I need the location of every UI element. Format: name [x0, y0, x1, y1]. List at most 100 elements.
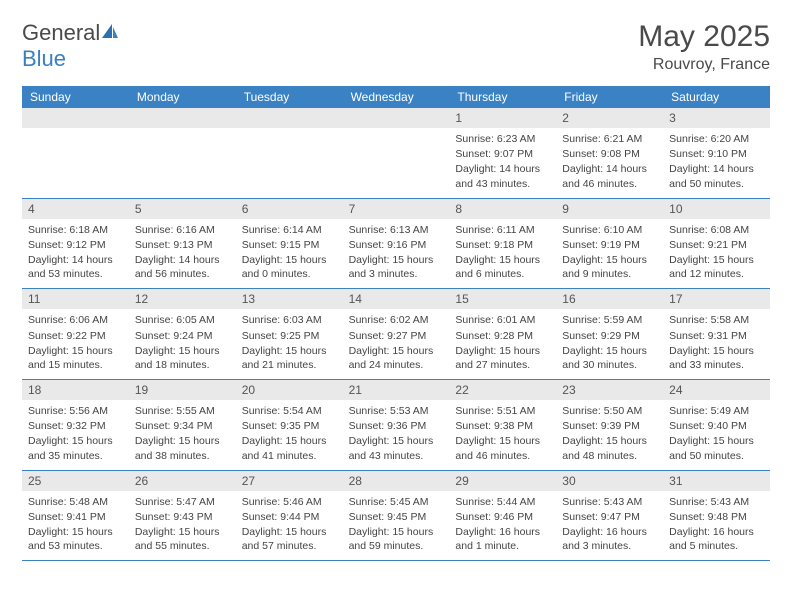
- day-cell: 18Sunrise: 5:56 AMSunset: 9:32 PMDayligh…: [22, 380, 129, 471]
- day-body: Sunrise: 5:50 AMSunset: 9:39 PMDaylight:…: [556, 400, 663, 470]
- daylight-line: Daylight: 15 hours and 48 minutes.: [562, 434, 657, 462]
- daylight-line: Daylight: 15 hours and 59 minutes.: [349, 525, 444, 553]
- day-cell: 13Sunrise: 6:03 AMSunset: 9:25 PMDayligh…: [236, 289, 343, 380]
- daylight-line: Daylight: 15 hours and 3 minutes.: [349, 253, 444, 281]
- day-number: 17: [663, 289, 770, 309]
- daylight-line: Daylight: 14 hours and 56 minutes.: [135, 253, 230, 281]
- sunset-line: Sunset: 9:18 PM: [455, 238, 550, 252]
- daylight-line: Daylight: 15 hours and 18 minutes.: [135, 344, 230, 372]
- day-number: 30: [556, 471, 663, 491]
- sunset-line: Sunset: 9:36 PM: [349, 419, 444, 433]
- sunrise-line: Sunrise: 5:51 AM: [455, 404, 550, 418]
- day-number: 11: [22, 289, 129, 309]
- sunrise-line: Sunrise: 6:13 AM: [349, 223, 444, 237]
- day-cell: 14Sunrise: 6:02 AMSunset: 9:27 PMDayligh…: [343, 289, 450, 380]
- sunrise-line: Sunrise: 5:48 AM: [28, 495, 123, 509]
- day-body: Sunrise: 5:44 AMSunset: 9:46 PMDaylight:…: [449, 491, 556, 561]
- day-body: Sunrise: 5:55 AMSunset: 9:34 PMDaylight:…: [129, 400, 236, 470]
- daylight-line: Daylight: 15 hours and 35 minutes.: [28, 434, 123, 462]
- day-cell: 9Sunrise: 6:10 AMSunset: 9:19 PMDaylight…: [556, 199, 663, 290]
- sunrise-line: Sunrise: 6:01 AM: [455, 313, 550, 327]
- day-cell: 5Sunrise: 6:16 AMSunset: 9:13 PMDaylight…: [129, 199, 236, 290]
- day-cell: 30Sunrise: 5:43 AMSunset: 9:47 PMDayligh…: [556, 471, 663, 562]
- daylight-line: Daylight: 16 hours and 1 minute.: [455, 525, 550, 553]
- daylight-line: Daylight: 15 hours and 21 minutes.: [242, 344, 337, 372]
- sunrise-line: Sunrise: 6:21 AM: [562, 132, 657, 146]
- daylight-line: Daylight: 15 hours and 46 minutes.: [455, 434, 550, 462]
- day-number: 26: [129, 471, 236, 491]
- day-cell: 1Sunrise: 6:23 AMSunset: 9:07 PMDaylight…: [449, 108, 556, 199]
- sunrise-line: Sunrise: 6:06 AM: [28, 313, 123, 327]
- sunset-line: Sunset: 9:07 PM: [455, 147, 550, 161]
- day-cell: 25Sunrise: 5:48 AMSunset: 9:41 PMDayligh…: [22, 471, 129, 562]
- title-block: May 2025 Rouvroy, France: [638, 20, 770, 74]
- day-number: 7: [343, 199, 450, 219]
- day-cell: 21Sunrise: 5:53 AMSunset: 9:36 PMDayligh…: [343, 380, 450, 471]
- day-cell: 20Sunrise: 5:54 AMSunset: 9:35 PMDayligh…: [236, 380, 343, 471]
- sunset-line: Sunset: 9:19 PM: [562, 238, 657, 252]
- sunset-line: Sunset: 9:22 PM: [28, 329, 123, 343]
- daylight-line: Daylight: 15 hours and 43 minutes.: [349, 434, 444, 462]
- daylight-line: Daylight: 15 hours and 38 minutes.: [135, 434, 230, 462]
- daylight-line: Daylight: 15 hours and 12 minutes.: [669, 253, 764, 281]
- sunrise-line: Sunrise: 5:43 AM: [562, 495, 657, 509]
- daylight-line: Daylight: 14 hours and 46 minutes.: [562, 162, 657, 190]
- sunrise-line: Sunrise: 5:47 AM: [135, 495, 230, 509]
- sunset-line: Sunset: 9:13 PM: [135, 238, 230, 252]
- logo: GeneralBlue: [22, 20, 120, 72]
- day-body: Sunrise: 5:47 AMSunset: 9:43 PMDaylight:…: [129, 491, 236, 561]
- day-body: Sunrise: 5:58 AMSunset: 9:31 PMDaylight:…: [663, 309, 770, 379]
- day-number: 15: [449, 289, 556, 309]
- day-number: 27: [236, 471, 343, 491]
- sunrise-line: Sunrise: 6:23 AM: [455, 132, 550, 146]
- day-number: 19: [129, 380, 236, 400]
- daylight-line: Daylight: 15 hours and 9 minutes.: [562, 253, 657, 281]
- sunrise-line: Sunrise: 5:43 AM: [669, 495, 764, 509]
- sunrise-line: Sunrise: 6:10 AM: [562, 223, 657, 237]
- daylight-line: Daylight: 15 hours and 24 minutes.: [349, 344, 444, 372]
- sunset-line: Sunset: 9:34 PM: [135, 419, 230, 433]
- day-body: Sunrise: 6:14 AMSunset: 9:15 PMDaylight:…: [236, 219, 343, 289]
- day-body: Sunrise: 5:43 AMSunset: 9:47 PMDaylight:…: [556, 491, 663, 561]
- day-cell: 29Sunrise: 5:44 AMSunset: 9:46 PMDayligh…: [449, 471, 556, 562]
- sunset-line: Sunset: 9:45 PM: [349, 510, 444, 524]
- daylight-line: Daylight: 15 hours and 57 minutes.: [242, 525, 337, 553]
- day-cell: 27Sunrise: 5:46 AMSunset: 9:44 PMDayligh…: [236, 471, 343, 562]
- day-number: 12: [129, 289, 236, 309]
- page-header: GeneralBlue May 2025 Rouvroy, France: [22, 20, 770, 74]
- sunset-line: Sunset: 9:46 PM: [455, 510, 550, 524]
- day-body: Sunrise: 6:13 AMSunset: 9:16 PMDaylight:…: [343, 219, 450, 289]
- sunrise-line: Sunrise: 6:18 AM: [28, 223, 123, 237]
- sunrise-line: Sunrise: 5:44 AM: [455, 495, 550, 509]
- sunset-line: Sunset: 9:44 PM: [242, 510, 337, 524]
- sunset-line: Sunset: 9:15 PM: [242, 238, 337, 252]
- day-number: 8: [449, 199, 556, 219]
- weekday-header: Tuesday: [236, 86, 343, 108]
- sunrise-line: Sunrise: 6:11 AM: [455, 223, 550, 237]
- weekday-header: Wednesday: [343, 86, 450, 108]
- day-number: 18: [22, 380, 129, 400]
- empty-cell: [22, 108, 129, 199]
- day-body: Sunrise: 6:16 AMSunset: 9:13 PMDaylight:…: [129, 219, 236, 289]
- day-body: Sunrise: 5:45 AMSunset: 9:45 PMDaylight:…: [343, 491, 450, 561]
- day-number: 21: [343, 380, 450, 400]
- day-cell: 10Sunrise: 6:08 AMSunset: 9:21 PMDayligh…: [663, 199, 770, 290]
- sunset-line: Sunset: 9:08 PM: [562, 147, 657, 161]
- weekday-header: Sunday: [22, 86, 129, 108]
- daylight-line: Daylight: 15 hours and 53 minutes.: [28, 525, 123, 553]
- day-number: 13: [236, 289, 343, 309]
- day-body: Sunrise: 5:51 AMSunset: 9:38 PMDaylight:…: [449, 400, 556, 470]
- day-cell: 26Sunrise: 5:47 AMSunset: 9:43 PMDayligh…: [129, 471, 236, 562]
- day-body: Sunrise: 6:18 AMSunset: 9:12 PMDaylight:…: [22, 219, 129, 289]
- day-body: Sunrise: 6:05 AMSunset: 9:24 PMDaylight:…: [129, 309, 236, 379]
- day-number: 4: [22, 199, 129, 219]
- sunset-line: Sunset: 9:31 PM: [669, 329, 764, 343]
- weekday-header: Thursday: [449, 86, 556, 108]
- calendar: SundayMondayTuesdayWednesdayThursdayFrid…: [22, 86, 770, 561]
- day-body: Sunrise: 6:23 AMSunset: 9:07 PMDaylight:…: [449, 128, 556, 198]
- day-number: 23: [556, 380, 663, 400]
- day-cell: 22Sunrise: 5:51 AMSunset: 9:38 PMDayligh…: [449, 380, 556, 471]
- daylight-line: Daylight: 15 hours and 15 minutes.: [28, 344, 123, 372]
- empty-cell: [343, 108, 450, 199]
- daynum-bar-empty: [129, 108, 236, 128]
